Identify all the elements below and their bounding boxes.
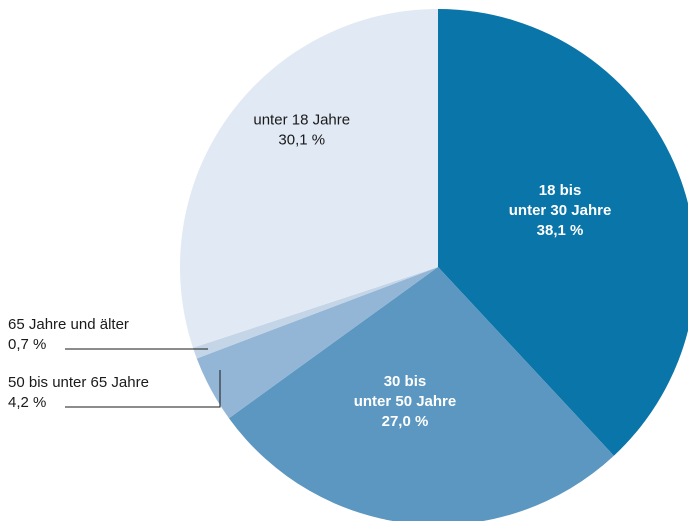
slice-label: unter 18 Jahre 30,1 %	[253, 111, 350, 148]
pie-slice	[196, 267, 438, 419]
slice-label: 30 bis unter 50 Jahre 27,0 %	[354, 373, 457, 430]
pie-slices	[180, 9, 688, 521]
pie-slice	[192, 267, 438, 359]
pie-labels: 18 bis unter 30 Jahre 38,1 % 30 bis unter 50…	[8, 111, 611, 430]
slice-label: 50 bis unter 65 Jahre	[8, 374, 149, 391]
pie-slice	[180, 9, 438, 348]
leader-line	[65, 370, 221, 408]
pie-slice	[228, 267, 614, 521]
slice-label: 65 Jahre und älter	[8, 316, 129, 333]
slice-value-label: 0,7 %	[8, 336, 46, 353]
slice-label: 18 bis unter 30 Jahre 38,1 %	[509, 182, 612, 239]
pie-slice	[438, 9, 688, 456]
slice-value-label: 4,2 %	[8, 394, 46, 411]
